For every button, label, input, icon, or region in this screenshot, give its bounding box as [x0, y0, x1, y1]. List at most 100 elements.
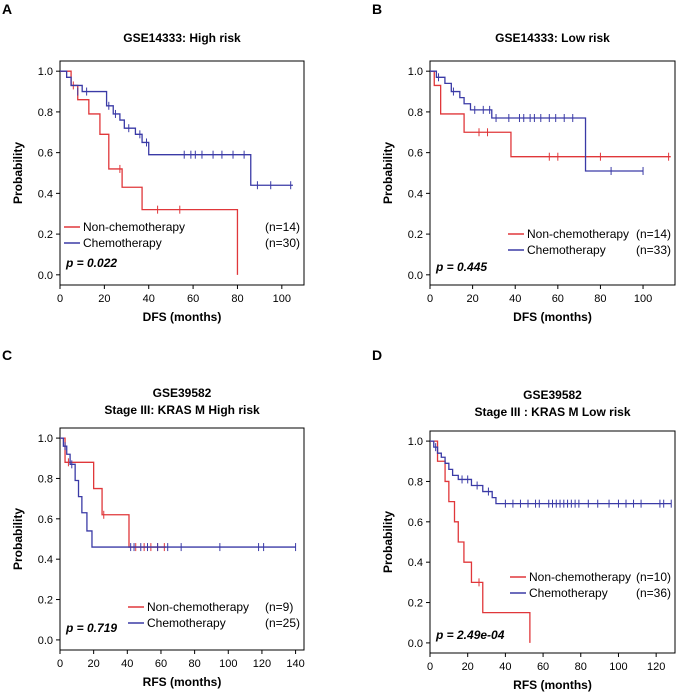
x-axis-label: RFS (months): [513, 678, 592, 692]
x-tick-label: 140: [286, 658, 304, 670]
y-tick-label: 0.2: [38, 595, 53, 607]
survival-curve-non-chemotherapy: [430, 440, 531, 643]
x-tick-label: 80: [594, 293, 606, 305]
x-tick-label: 20: [466, 293, 478, 305]
panel-c: C GSE39582 Stage III: KRAS M High risk 0.0 0…: [2, 347, 305, 689]
panel-label: A: [2, 1, 12, 17]
y-tick-label: 0.8: [38, 107, 53, 119]
legend-count: (n=36): [636, 586, 671, 600]
y-tick-label: 0.8: [38, 473, 53, 485]
legend-label: Non-chemotherapy: [527, 227, 629, 241]
x-tick-label: 40: [143, 293, 155, 305]
y-tick-label: 0.4: [408, 557, 423, 569]
panel-b: B GSE14333: Low risk 0.0 0.2 0.4 0.6 0.8 1.0 0 20…: [372, 1, 676, 324]
legend-label: Non-chemotherapy: [147, 600, 249, 614]
panel-label: B: [372, 1, 382, 17]
legend-label: Chemotherapy: [527, 243, 606, 257]
chart-title: GSE39582: [153, 386, 212, 400]
y-tick-label: 0.0: [38, 270, 53, 282]
p-value: p = 0.445: [435, 260, 487, 274]
x-tick-label: 120: [647, 661, 665, 673]
x-tick-label: 40: [509, 293, 521, 305]
panel-label: C: [2, 347, 12, 363]
plot-frame: [429, 60, 676, 286]
plot-frame: [59, 427, 305, 651]
legend-count: (n=14): [636, 227, 671, 241]
x-tick-label: 80: [575, 661, 587, 673]
x-tick-label: 40: [499, 661, 511, 673]
legend-label: Non-chemotherapy: [529, 570, 631, 584]
y-tick-label: 0.4: [38, 554, 53, 566]
legend-label: Chemotherapy: [147, 616, 226, 630]
y-tick-label: 0.4: [408, 188, 423, 200]
x-tick-label: 120: [253, 658, 271, 670]
x-tick-label: 0: [427, 293, 433, 305]
legend-label: Chemotherapy: [83, 236, 162, 250]
plot-frame: [429, 430, 676, 654]
x-tick-label: 60: [187, 293, 199, 305]
survival-curve-chemotherapy: [430, 70, 644, 172]
y-tick-label: 0.0: [38, 635, 53, 647]
legend-count: (n=30): [265, 236, 300, 250]
legend-count: (n=14): [265, 220, 300, 234]
legend-count: (n=10): [636, 570, 671, 584]
chart-subtitle: Stage III : KRAS M Low risk: [474, 405, 630, 419]
survival-curve-chemotherapy: [60, 70, 293, 186]
y-axis-label: Probability: [381, 511, 395, 573]
x-tick-label: 20: [98, 293, 110, 305]
p-value: p = 2.49e-04: [435, 628, 505, 642]
x-tick-label: 80: [231, 293, 243, 305]
x-tick-label: 60: [552, 293, 564, 305]
survival-curve-chemotherapy: [60, 437, 296, 548]
chart-subtitle: Stage III: KRAS M High risk: [104, 403, 260, 417]
x-axis-label: RFS (months): [143, 675, 222, 689]
y-tick-label: 1.0: [38, 433, 53, 445]
legend-label: Non-chemotherapy: [83, 220, 185, 234]
x-tick-label: 0: [57, 293, 63, 305]
x-tick-label: 0: [57, 658, 63, 670]
legend-count: (n=9): [265, 600, 293, 614]
panel-label: D: [372, 347, 382, 363]
plot-frame: [59, 60, 305, 286]
y-tick-label: 0.2: [408, 598, 423, 610]
x-tick-label: 100: [609, 661, 627, 673]
p-value: p = 0.719: [65, 621, 117, 635]
y-tick-label: 1.0: [408, 66, 423, 78]
y-tick-label: 0.0: [408, 638, 423, 650]
x-tick-label: 60: [537, 661, 549, 673]
y-tick-label: 0.8: [408, 107, 423, 119]
y-tick-label: 0.8: [408, 476, 423, 488]
x-tick-label: 100: [634, 293, 652, 305]
y-tick-label: 1.0: [38, 66, 53, 78]
x-tick-label: 100: [219, 658, 237, 670]
survival-curve-non-chemotherapy: [60, 437, 167, 548]
x-axis-label: DFS (months): [513, 310, 592, 324]
p-value: p = 0.022: [65, 256, 117, 270]
y-tick-label: 0.0: [408, 270, 423, 282]
chart-title: GSE14333: Low risk: [495, 31, 610, 45]
x-tick-label: 20: [88, 658, 100, 670]
y-tick-label: 0.6: [38, 514, 53, 526]
y-tick-label: 0.6: [38, 148, 53, 160]
panel-a: A GSE14333: High risk 0.0 0.2 0.4 0.6 0.8 1.0 0 2…: [2, 1, 305, 324]
x-tick-label: 20: [462, 661, 474, 673]
y-axis-label: Probability: [11, 142, 25, 204]
y-tick-label: 0.2: [408, 229, 423, 241]
survival-curve-chemotherapy: [430, 440, 672, 505]
x-tick-label: 40: [121, 658, 133, 670]
x-tick-label: 60: [155, 658, 167, 670]
x-tick-label: 100: [273, 293, 291, 305]
x-axis-label: DFS (months): [143, 310, 222, 324]
chart-title: GSE39582: [523, 388, 582, 402]
legend-count: (n=25): [265, 616, 300, 630]
y-tick-label: 0.6: [408, 517, 423, 529]
legend-count: (n=33): [636, 243, 671, 257]
y-axis-label: Probability: [11, 508, 25, 570]
y-tick-label: 0.6: [408, 148, 423, 160]
y-tick-label: 1.0: [408, 436, 423, 448]
y-axis-label: Probability: [381, 142, 395, 204]
survival-curve-non-chemotherapy: [430, 70, 671, 158]
x-tick-label: 80: [188, 658, 200, 670]
y-tick-label: 0.4: [38, 188, 53, 200]
